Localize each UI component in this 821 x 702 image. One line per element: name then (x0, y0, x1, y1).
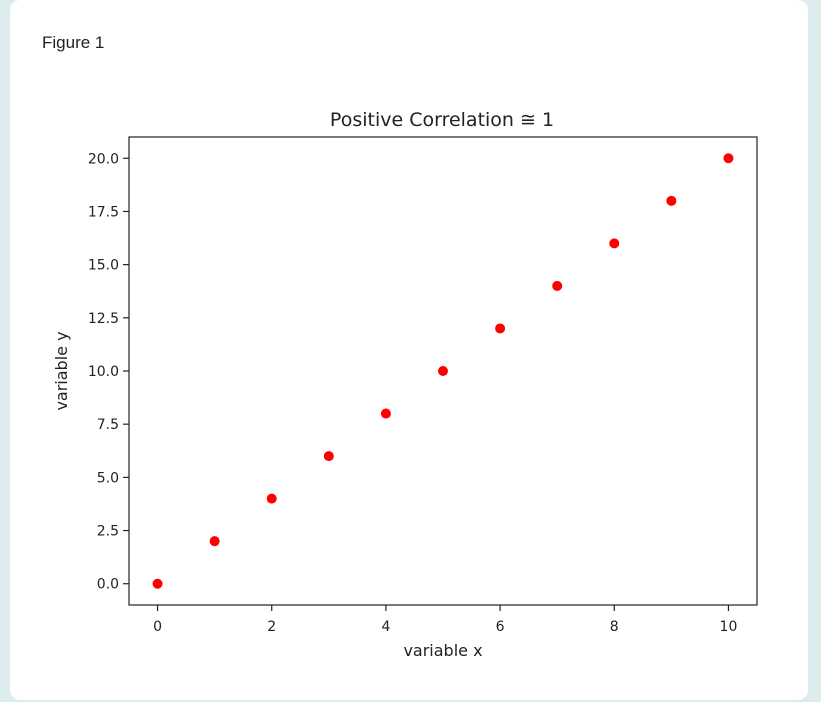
data-point (209, 536, 220, 547)
x-tick-label: 8 (610, 619, 619, 635)
y-tick-label: 5.0 (97, 470, 119, 486)
data-point (495, 323, 506, 334)
chart-title: Positive Correlation ≅ 1 (330, 109, 554, 131)
y-tick-label: 0.0 (97, 577, 119, 593)
data-point (723, 153, 734, 164)
y-tick-label: 10.0 (88, 364, 119, 380)
y-tick-label: 17.5 (88, 204, 119, 220)
data-point (380, 408, 391, 419)
data-point (323, 451, 334, 462)
y-tick-label: 12.5 (88, 311, 119, 327)
x-tick-label: 0 (153, 619, 162, 635)
data-point (609, 238, 620, 249)
y-tick-label: 2.5 (97, 524, 119, 540)
y-axis: 0.0 2.5 5.0 7.5 10.0 12.5 15.0 17.5 20.0 (88, 151, 129, 593)
y-tick-label: 7.5 (97, 417, 119, 433)
x-tick-label: 2 (267, 619, 276, 635)
y-axis-label: variable y (52, 331, 71, 410)
y-tick-label: 15.0 (88, 258, 119, 274)
x-tick-label: 10 (720, 619, 738, 635)
x-tick-label: 4 (381, 619, 390, 635)
data-point (552, 280, 563, 291)
data-point (266, 493, 277, 504)
y-tick-label: 20.0 (88, 151, 119, 167)
x-axis-label: variable x (403, 641, 482, 660)
x-tick-label: 6 (496, 619, 505, 635)
data-points (152, 153, 734, 589)
data-point (152, 578, 163, 589)
data-point (666, 195, 677, 206)
figure-card: Figure 1 (10, 0, 808, 700)
x-axis: 0 2 4 6 8 10 (153, 605, 737, 635)
figure-label: Figure 1 (42, 33, 105, 52)
data-point (438, 366, 448, 376)
